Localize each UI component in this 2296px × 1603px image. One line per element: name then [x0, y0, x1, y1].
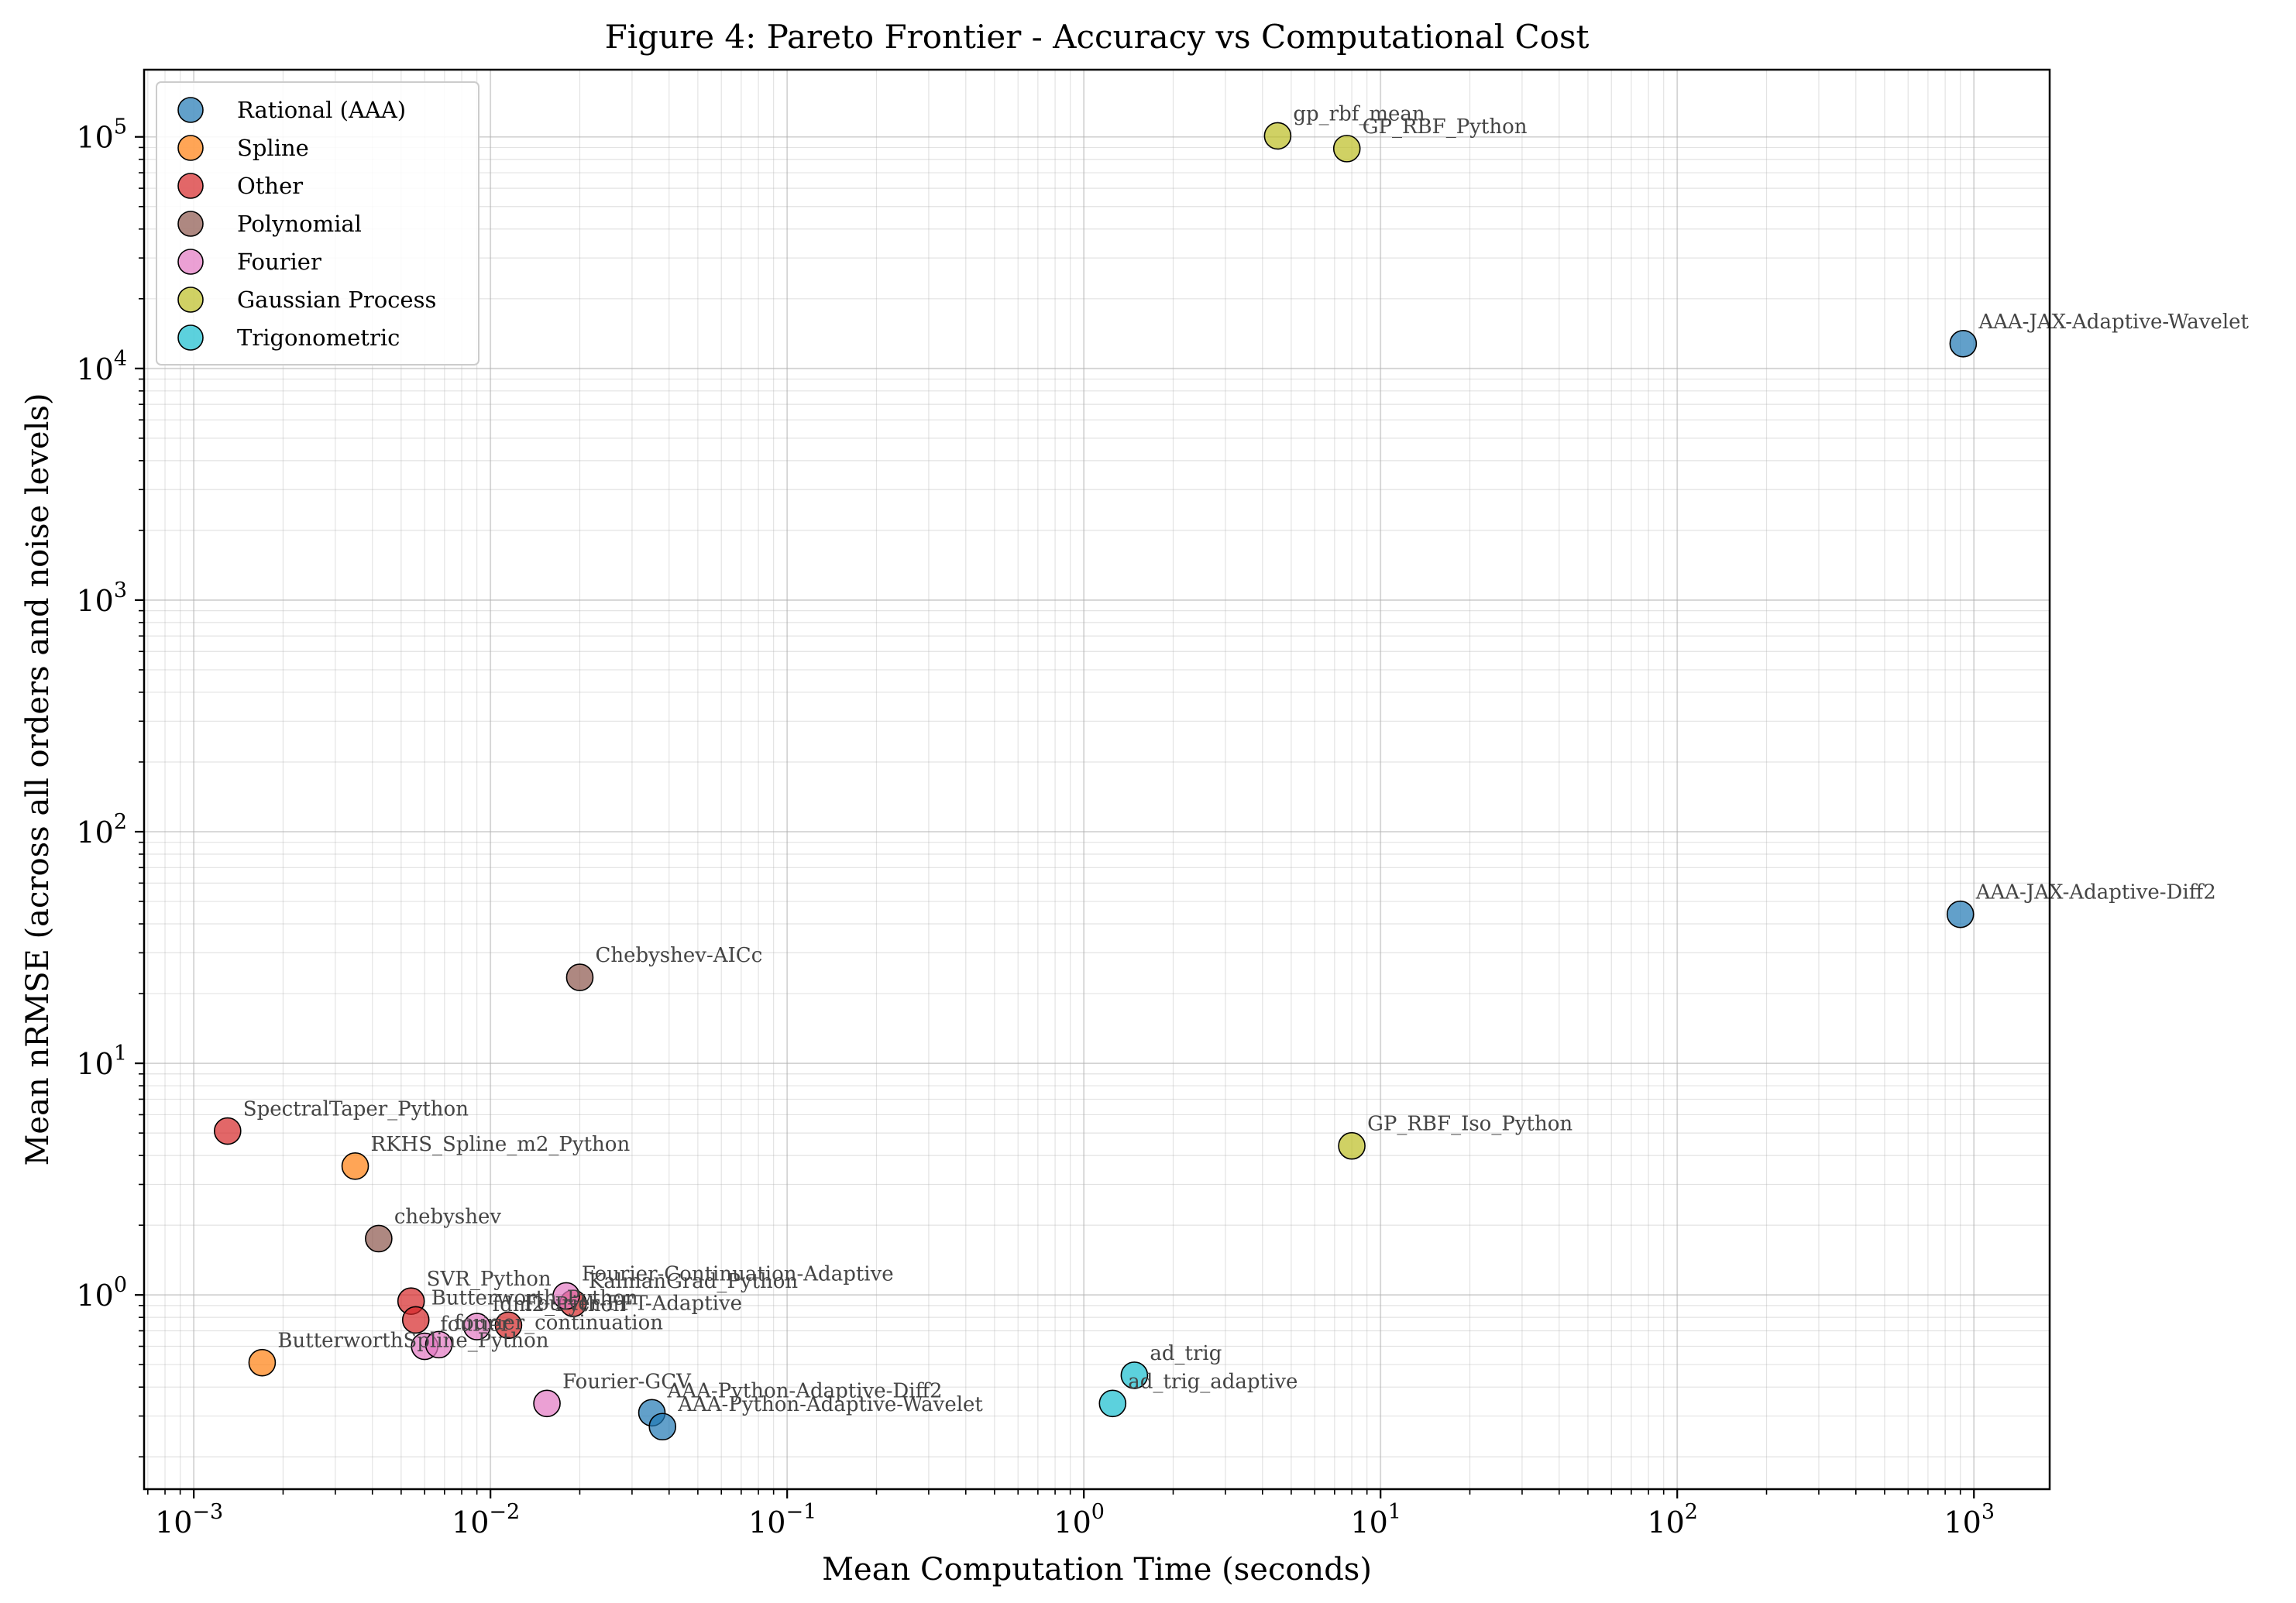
legend-marker	[177, 287, 204, 313]
legend-marker	[177, 173, 204, 199]
data-point	[1338, 1131, 1366, 1160]
legend-label: Trigonometric	[237, 324, 400, 351]
legend-marker	[177, 211, 204, 237]
point-annotation: SpectralTaper_Python	[243, 1098, 469, 1121]
data-point	[494, 1311, 523, 1340]
point-annotation: Fourier-GCV	[562, 1370, 692, 1393]
point-annotation: ad_trig_adaptive	[1128, 1370, 1298, 1393]
plot-frame	[143, 68, 2051, 1491]
point-annotation: Butterworth_Python	[431, 1286, 638, 1310]
data-point	[648, 1412, 677, 1441]
point-annotation: fourier_continuation	[455, 1311, 664, 1334]
y-tick-label: 104	[76, 347, 127, 386]
x-tick-label: 100	[1053, 1500, 1105, 1539]
data-point	[533, 1389, 561, 1418]
legend: Rational (AAA) Spline Other Polynomial Fouri…	[156, 81, 479, 366]
legend-label: Fourier	[237, 249, 321, 275]
data-point	[1332, 135, 1361, 163]
point-annotation: gp_rbf_mean	[1293, 102, 1425, 125]
data-point	[248, 1348, 277, 1377]
legend-marker	[177, 97, 204, 123]
legend-label: Spline	[237, 135, 309, 161]
data-point	[565, 963, 594, 991]
point-annotation: GP_RBF_Python	[1363, 115, 1528, 139]
point-annotation: AAA-JAX-Adaptive-Wavelet	[1978, 311, 2249, 334]
chart-title: Figure 4: Pareto Frontier - Accuracy vs …	[605, 18, 1590, 56]
legend-marker	[177, 324, 204, 351]
legend-marker	[177, 249, 204, 275]
legend-label: Polynomial	[237, 211, 362, 237]
data-point	[401, 1306, 430, 1334]
point-annotation: ad_trig	[1150, 1342, 1222, 1365]
point-annotation: KalmanGrad_Python	[589, 1270, 799, 1293]
point-annotation: chebyshev	[394, 1205, 502, 1228]
point-annotation: Fourier-FFT-Adaptive	[524, 1292, 742, 1315]
data-point	[552, 1282, 580, 1310]
data-point	[1949, 329, 1978, 358]
data-point	[213, 1117, 242, 1145]
x-tick-label: 10−1	[748, 1500, 816, 1539]
data-point	[424, 1330, 453, 1359]
point-annotation: RKHS_Spline_m2_Python	[371, 1133, 631, 1156]
legend-marker	[177, 135, 204, 161]
point-annotation: SVR_Python	[427, 1268, 552, 1291]
point-annotation: AAA-JAX-Adaptive-Diff2	[1975, 881, 2216, 904]
data-point	[1098, 1389, 1127, 1418]
legend-box	[156, 81, 479, 366]
data-points	[213, 122, 1978, 1441]
y-tick-label: 100	[76, 1273, 127, 1313]
point-annotation: Fourier-Continuation-Adaptive	[582, 1262, 894, 1285]
data-point	[1946, 900, 1975, 929]
legend-label: Gaussian Process	[237, 287, 436, 313]
data-point	[341, 1152, 369, 1180]
point-annotation: GP_RBF_Iso_Python	[1367, 1113, 1572, 1136]
data-point	[365, 1224, 393, 1253]
point-annotation: Chebyshev-AICc	[595, 944, 762, 967]
point-annotation: fdm2_Python	[493, 1293, 626, 1316]
point-annotation: AAA-Python-Adaptive-Wavelet	[677, 1393, 983, 1416]
point-annotation: fourier	[440, 1313, 510, 1337]
y-axis-label: Mean nRMSE (across all orders and noise …	[20, 393, 56, 1165]
point-annotation: ButterworthSpline_Python	[277, 1330, 548, 1353]
data-point	[1263, 122, 1292, 150]
point-annotation: AAA-Python-Adaptive-Diff2	[667, 1379, 943, 1402]
legend-label: Rational (AAA)	[237, 97, 406, 123]
data-point	[462, 1313, 491, 1340]
legend-label: Other	[237, 173, 303, 199]
x-axis-label: Mean Computation Time (seconds)	[822, 1552, 1372, 1588]
data-point	[1120, 1361, 1149, 1389]
